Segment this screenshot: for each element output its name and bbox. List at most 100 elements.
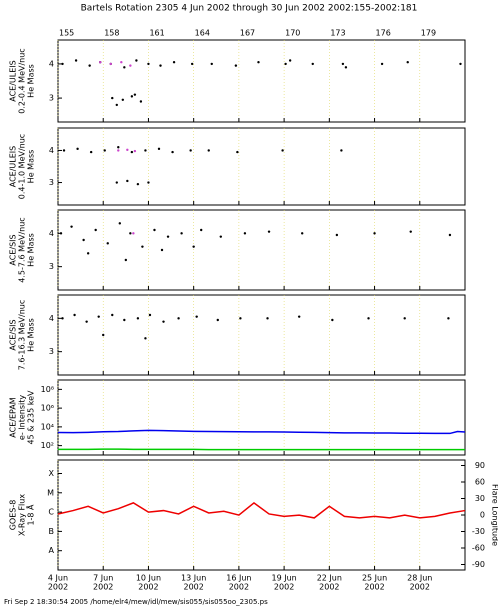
data-point	[239, 317, 241, 319]
x-tick-label: 164	[195, 29, 210, 38]
data-point	[88, 64, 90, 66]
x-tick-label: 173	[330, 29, 345, 38]
data-point	[141, 245, 143, 247]
x-tick-sublabel: 2002	[364, 583, 384, 592]
y-tick-label: X	[49, 469, 55, 478]
data-point	[407, 61, 409, 63]
data-point	[336, 234, 338, 236]
y-tick-label: 4	[49, 146, 54, 155]
y-tick-label: 10⁶	[41, 404, 54, 413]
y-tick-label: 3	[49, 262, 54, 271]
data-point	[87, 252, 89, 254]
y-axis-label-line: e- Intensity	[18, 395, 27, 440]
data-point	[104, 149, 106, 151]
data-point	[140, 100, 142, 102]
data-point	[410, 230, 412, 232]
plot-frame	[58, 40, 465, 122]
y-axis-label-line: He Mass	[27, 233, 36, 267]
data-point	[63, 149, 65, 151]
data-point	[111, 314, 113, 316]
y2-tick-label: 60	[475, 478, 485, 487]
data-point	[125, 259, 127, 261]
y-tick-label: 10⁴	[41, 422, 54, 431]
data-point	[381, 63, 383, 65]
data-point	[177, 317, 179, 319]
x-tick-label: 170	[285, 29, 300, 38]
data-point	[116, 181, 118, 183]
x-tick-label: 22 Jun	[317, 574, 342, 583]
data-point	[117, 146, 119, 148]
data-point	[90, 151, 92, 153]
data-point	[158, 148, 160, 150]
y-tick-label: 3	[49, 347, 54, 356]
data-point	[129, 232, 131, 234]
data-point	[162, 320, 164, 322]
data-point	[131, 151, 133, 153]
data-point	[102, 334, 104, 336]
y-tick-label: 4	[49, 59, 54, 68]
x-tick-label: 25 Jun	[362, 574, 387, 583]
y2-tick-label: 90	[475, 461, 485, 470]
data-point	[200, 229, 202, 231]
y-axis-label-line: He Mass	[27, 318, 36, 352]
data-point	[61, 63, 63, 65]
data-point	[298, 315, 300, 317]
y2-tick-label: -30	[472, 527, 485, 536]
y-axis-label-line: 0.2-0.4 MeV/nuc	[18, 48, 27, 113]
y2-tick-label: -60	[472, 544, 485, 553]
data-point	[284, 63, 286, 65]
data-point	[180, 232, 182, 234]
y-tick-label: C	[48, 508, 54, 517]
data-point	[268, 230, 270, 232]
data-point	[137, 183, 139, 185]
data-point	[236, 151, 238, 153]
y-axis-label-line: He Mass	[27, 150, 36, 184]
data-point	[94, 229, 96, 231]
data-point	[345, 66, 347, 68]
data-point	[195, 315, 197, 317]
y-axis-label-line: X-Ray Flux	[18, 494, 27, 536]
x-tick-sublabel: 2002	[183, 583, 203, 592]
y2-tick-label: 30	[475, 494, 485, 503]
y-axis-label-line: ACE/SIS	[9, 319, 18, 350]
data-point	[61, 317, 63, 319]
data-point	[120, 61, 122, 63]
data-point	[123, 66, 125, 68]
footer: Fri Sep 2 18:30:54 2005 /home/elr4/mew/i…	[4, 598, 268, 606]
data-point	[144, 337, 146, 339]
plot-frame	[58, 380, 465, 455]
data-point	[119, 222, 121, 224]
data-point	[135, 59, 137, 61]
data-line	[58, 430, 465, 433]
data-point	[220, 235, 222, 237]
data-point	[301, 232, 303, 234]
x-tick-sublabel: 2002	[410, 583, 430, 592]
data-point	[449, 234, 451, 236]
plot-frame	[58, 295, 465, 375]
data-point	[266, 317, 268, 319]
y-axis-label-line: He Mass	[27, 64, 36, 98]
data-point	[76, 148, 78, 150]
x-tick-label: 10 Jun	[136, 574, 161, 583]
y-tick-label: M	[47, 488, 54, 497]
data-point	[281, 149, 283, 151]
data-point	[189, 149, 191, 151]
data-point	[459, 63, 461, 65]
data-point	[235, 64, 237, 66]
x-tick-label: 179	[421, 29, 436, 38]
y-axis-label-line: 7.6-16.3 MeV/nuc	[18, 300, 27, 371]
data-point	[149, 314, 151, 316]
data-point	[404, 317, 406, 319]
y-tick-label: A	[49, 546, 55, 555]
data-point	[134, 93, 136, 95]
y-tick-label: 3	[49, 94, 54, 103]
y-axis-label-line: 1-8 Å	[25, 504, 36, 526]
y-axis-label-line: ACE/SIS	[9, 234, 18, 265]
data-line	[58, 503, 465, 518]
